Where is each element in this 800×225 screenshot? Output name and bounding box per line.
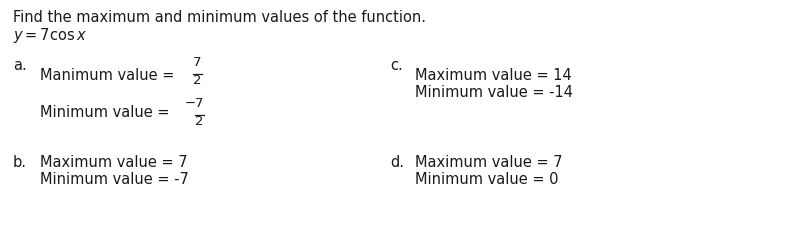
Text: Minimum value =: Minimum value = — [40, 105, 170, 120]
Text: Manimum value =: Manimum value = — [40, 68, 174, 83]
Text: 2: 2 — [193, 74, 202, 87]
Text: $y = 7\mathrm{cos}\,x$: $y = 7\mathrm{cos}\,x$ — [13, 26, 87, 45]
Text: 2: 2 — [195, 115, 203, 128]
Text: Maximum value = 7: Maximum value = 7 — [40, 155, 188, 170]
Text: Minimum value = -14: Minimum value = -14 — [415, 85, 573, 100]
Text: c.: c. — [390, 58, 402, 73]
Text: 7: 7 — [193, 56, 202, 69]
Text: Maximum value = 7: Maximum value = 7 — [415, 155, 562, 170]
Text: b.: b. — [13, 155, 27, 170]
Text: Minimum value = -7: Minimum value = -7 — [40, 172, 189, 187]
Text: Maximum value = 14: Maximum value = 14 — [415, 68, 572, 83]
Text: 7: 7 — [195, 97, 203, 110]
Text: d.: d. — [390, 155, 404, 170]
Text: Find the maximum and minimum values of the function.: Find the maximum and minimum values of t… — [13, 10, 426, 25]
Text: a.: a. — [13, 58, 26, 73]
Text: −: − — [185, 97, 196, 110]
Text: Minimum value = 0: Minimum value = 0 — [415, 172, 558, 187]
